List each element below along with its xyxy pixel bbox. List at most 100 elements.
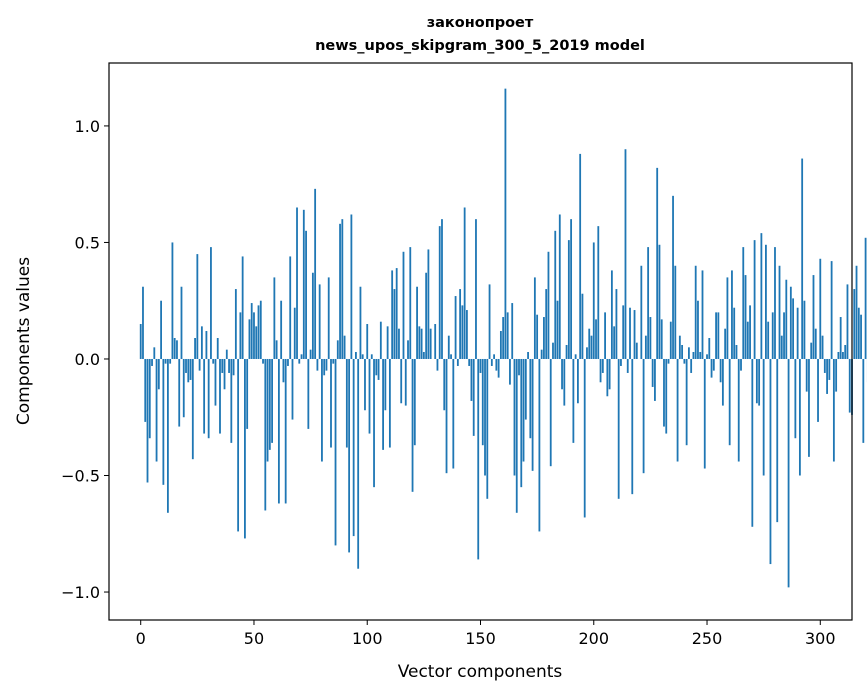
bar [821, 335, 824, 359]
bar [837, 351, 840, 359]
bar [683, 358, 686, 364]
chart-title-line-2: news_upos_skipgram_300_5_2019 model [315, 38, 645, 54]
bar [579, 153, 582, 359]
bar [298, 358, 301, 364]
bar [808, 358, 810, 457]
bar [271, 358, 273, 443]
bar [355, 351, 357, 359]
bar [468, 358, 471, 366]
bar [536, 314, 539, 359]
bar [237, 358, 240, 532]
y-tick-label: −0.5 [61, 467, 100, 486]
bar [839, 317, 842, 359]
bar [864, 237, 867, 359]
bar [207, 358, 210, 439]
bar [563, 358, 566, 406]
bar [842, 351, 844, 359]
bar [284, 358, 287, 504]
bar [706, 354, 708, 359]
bar [801, 158, 804, 359]
bar [710, 358, 713, 378]
bar [635, 342, 638, 359]
bar [642, 358, 645, 474]
bar [386, 326, 389, 359]
bar [588, 328, 591, 359]
bar [697, 300, 699, 359]
bar [291, 358, 294, 420]
bar [606, 358, 609, 397]
bar [388, 358, 391, 448]
bar [316, 358, 319, 371]
bar [728, 358, 731, 446]
bar [601, 358, 604, 373]
bar [699, 351, 702, 359]
bar [157, 358, 160, 390]
bar [853, 289, 856, 359]
y-tick-label: 0.0 [75, 350, 100, 369]
x-axis-label: Vector components [398, 662, 563, 682]
bar [796, 307, 799, 359]
bar [486, 358, 489, 499]
bar [803, 300, 806, 359]
bar [810, 342, 813, 359]
bar [370, 354, 373, 359]
bar [461, 305, 464, 359]
bar [828, 358, 831, 380]
bar [760, 233, 763, 359]
bar [656, 167, 659, 359]
bar [794, 358, 797, 439]
bar [726, 277, 729, 359]
bar [647, 247, 650, 359]
bar [302, 209, 305, 359]
bar [475, 219, 477, 359]
bar [262, 358, 264, 364]
bar [783, 312, 785, 359]
bar [830, 261, 833, 359]
bar [357, 358, 360, 569]
bar [749, 305, 751, 359]
bar [257, 305, 260, 359]
bar [413, 358, 416, 446]
bar [395, 268, 398, 359]
bar [173, 338, 176, 359]
bar [649, 317, 652, 359]
bar [685, 358, 688, 446]
bar [244, 358, 246, 539]
bar [470, 358, 473, 401]
bar [570, 219, 573, 359]
bar [373, 358, 375, 488]
bar [737, 358, 740, 462]
bar [418, 326, 421, 359]
bar [289, 256, 292, 359]
bar [311, 272, 314, 359]
bar [678, 335, 681, 359]
bar [826, 358, 828, 394]
bar [296, 207, 298, 359]
bar [287, 358, 289, 366]
bar [654, 358, 656, 401]
bar [309, 349, 312, 359]
bar [574, 354, 577, 359]
bar [241, 256, 244, 359]
bar [688, 347, 690, 359]
bar [445, 358, 448, 474]
bar [198, 358, 201, 371]
bar [352, 358, 355, 537]
bar [742, 247, 745, 359]
bar [239, 312, 242, 359]
bar [364, 358, 366, 411]
bar [504, 88, 507, 359]
bar [259, 300, 262, 359]
bar [672, 195, 674, 359]
bar [527, 351, 529, 359]
bar [273, 277, 276, 359]
bar [787, 358, 790, 588]
bar [721, 358, 724, 406]
bar [624, 149, 627, 359]
bar [644, 335, 647, 359]
bar [771, 312, 774, 359]
x-tick-label: 100 [352, 629, 383, 648]
bar [212, 358, 215, 364]
bar [382, 358, 384, 450]
